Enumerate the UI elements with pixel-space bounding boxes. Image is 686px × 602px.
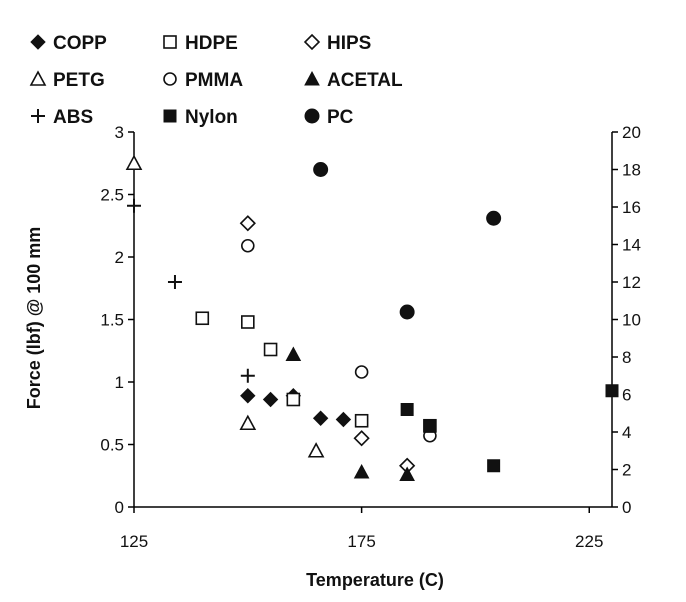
legend-item-pmma: PMMA xyxy=(163,70,243,91)
legend-marker xyxy=(163,72,177,86)
data-point xyxy=(486,210,502,226)
legend-marker xyxy=(303,33,321,51)
series-hdpe xyxy=(195,311,437,433)
data-point xyxy=(307,442,325,458)
series-abs xyxy=(127,198,255,383)
data-point xyxy=(400,403,414,416)
y-tick-label: 2.5 xyxy=(100,186,124,205)
y2-tick-label: 20 xyxy=(622,123,641,142)
data-point xyxy=(353,463,370,479)
y-tick-label: 0 xyxy=(115,498,124,517)
y-tick-label: 3 xyxy=(115,123,124,142)
series-acetal xyxy=(285,346,415,481)
x-axis-title: Temperature (C) xyxy=(306,570,444,590)
data-point xyxy=(241,315,255,329)
legend-item-copp: COPP xyxy=(30,33,107,54)
legend: COPP HDPE HIPS PETG PMMA ACETAL ABS Nylon PC xyxy=(29,33,403,128)
y2-tick-label: 10 xyxy=(622,311,641,330)
legend-marker xyxy=(163,35,177,49)
legend-item-pc: PC xyxy=(304,107,354,128)
data-point xyxy=(353,430,370,447)
legend-label: ACETAL xyxy=(327,70,403,91)
data-point xyxy=(286,392,301,407)
legend-label: HIPS xyxy=(327,33,371,54)
y2-tick-label: 14 xyxy=(622,236,641,255)
legend-item-petg: PETG xyxy=(29,70,105,91)
data-point xyxy=(241,238,255,253)
legend-marker xyxy=(31,109,45,123)
y2-tick-label: 2 xyxy=(622,461,631,480)
y2-tick-label: 16 xyxy=(622,198,641,217)
legend-label: COPP xyxy=(53,33,107,54)
data-point xyxy=(605,384,619,398)
legend-label: ABS xyxy=(53,107,93,128)
legend-item-abs: ABS xyxy=(31,107,93,128)
y2-tick-label: 8 xyxy=(622,348,631,367)
data-points xyxy=(125,154,619,481)
legend-marker xyxy=(304,70,320,86)
x-tick-label: 175 xyxy=(347,532,375,551)
legend-label: Nylon xyxy=(185,107,238,128)
data-point xyxy=(240,368,255,383)
y-tick-label: 1.5 xyxy=(100,311,124,330)
data-point xyxy=(262,391,279,408)
legend-label: HDPE xyxy=(185,33,238,54)
data-point xyxy=(263,342,278,357)
y2-tick-label: 6 xyxy=(622,386,631,405)
legend-label: PETG xyxy=(53,70,105,91)
data-point xyxy=(312,410,329,426)
y-tick-label: 1 xyxy=(115,373,124,392)
y-axis-title: Force (lbf) @ 100 mm xyxy=(24,227,44,410)
data-point xyxy=(167,275,182,289)
y-tick-label: 2 xyxy=(115,248,124,267)
series-nylon xyxy=(400,384,619,473)
data-point xyxy=(399,304,415,320)
y2-tick-label: 12 xyxy=(622,273,641,292)
data-point xyxy=(354,413,369,428)
data-point xyxy=(285,346,302,361)
series-hips xyxy=(239,215,416,474)
legend-label: PMMA xyxy=(185,70,243,91)
legend-item-acetal: ACETAL xyxy=(304,70,403,91)
legend-item-nylon: Nylon xyxy=(163,107,238,128)
legend-item-hips: HIPS xyxy=(303,33,371,54)
data-point xyxy=(487,459,501,473)
data-point xyxy=(239,414,257,431)
data-point xyxy=(313,162,329,177)
y2-tick-label: 18 xyxy=(622,161,641,180)
data-point xyxy=(195,311,210,326)
legend-marker xyxy=(304,108,320,124)
data-point xyxy=(240,388,256,404)
data-point xyxy=(335,411,352,428)
legend-item-hdpe: HDPE xyxy=(163,33,238,54)
series-pc xyxy=(313,162,502,320)
x-tick-label: 225 xyxy=(575,532,603,551)
y-tick-label: 0.5 xyxy=(100,436,124,455)
data-point xyxy=(125,154,143,171)
data-point xyxy=(354,365,369,379)
legend-marker xyxy=(163,109,177,123)
x-tick-label: 125 xyxy=(120,532,148,551)
data-point xyxy=(239,215,256,232)
data-point xyxy=(127,198,141,213)
y2-tick-label: 0 xyxy=(622,498,631,517)
legend-label: PC xyxy=(327,107,354,128)
y2-tick-label: 4 xyxy=(622,423,631,442)
series-petg xyxy=(125,154,325,458)
axes: 125 175 225 0 0.5 1 1.5 2 2.5 3 0 2 4 6 8 10 12 14 16 18 20 xyxy=(100,123,641,551)
legend-marker xyxy=(29,70,47,86)
legend-marker xyxy=(30,34,46,50)
data-point xyxy=(423,419,437,433)
data-point xyxy=(399,466,415,481)
